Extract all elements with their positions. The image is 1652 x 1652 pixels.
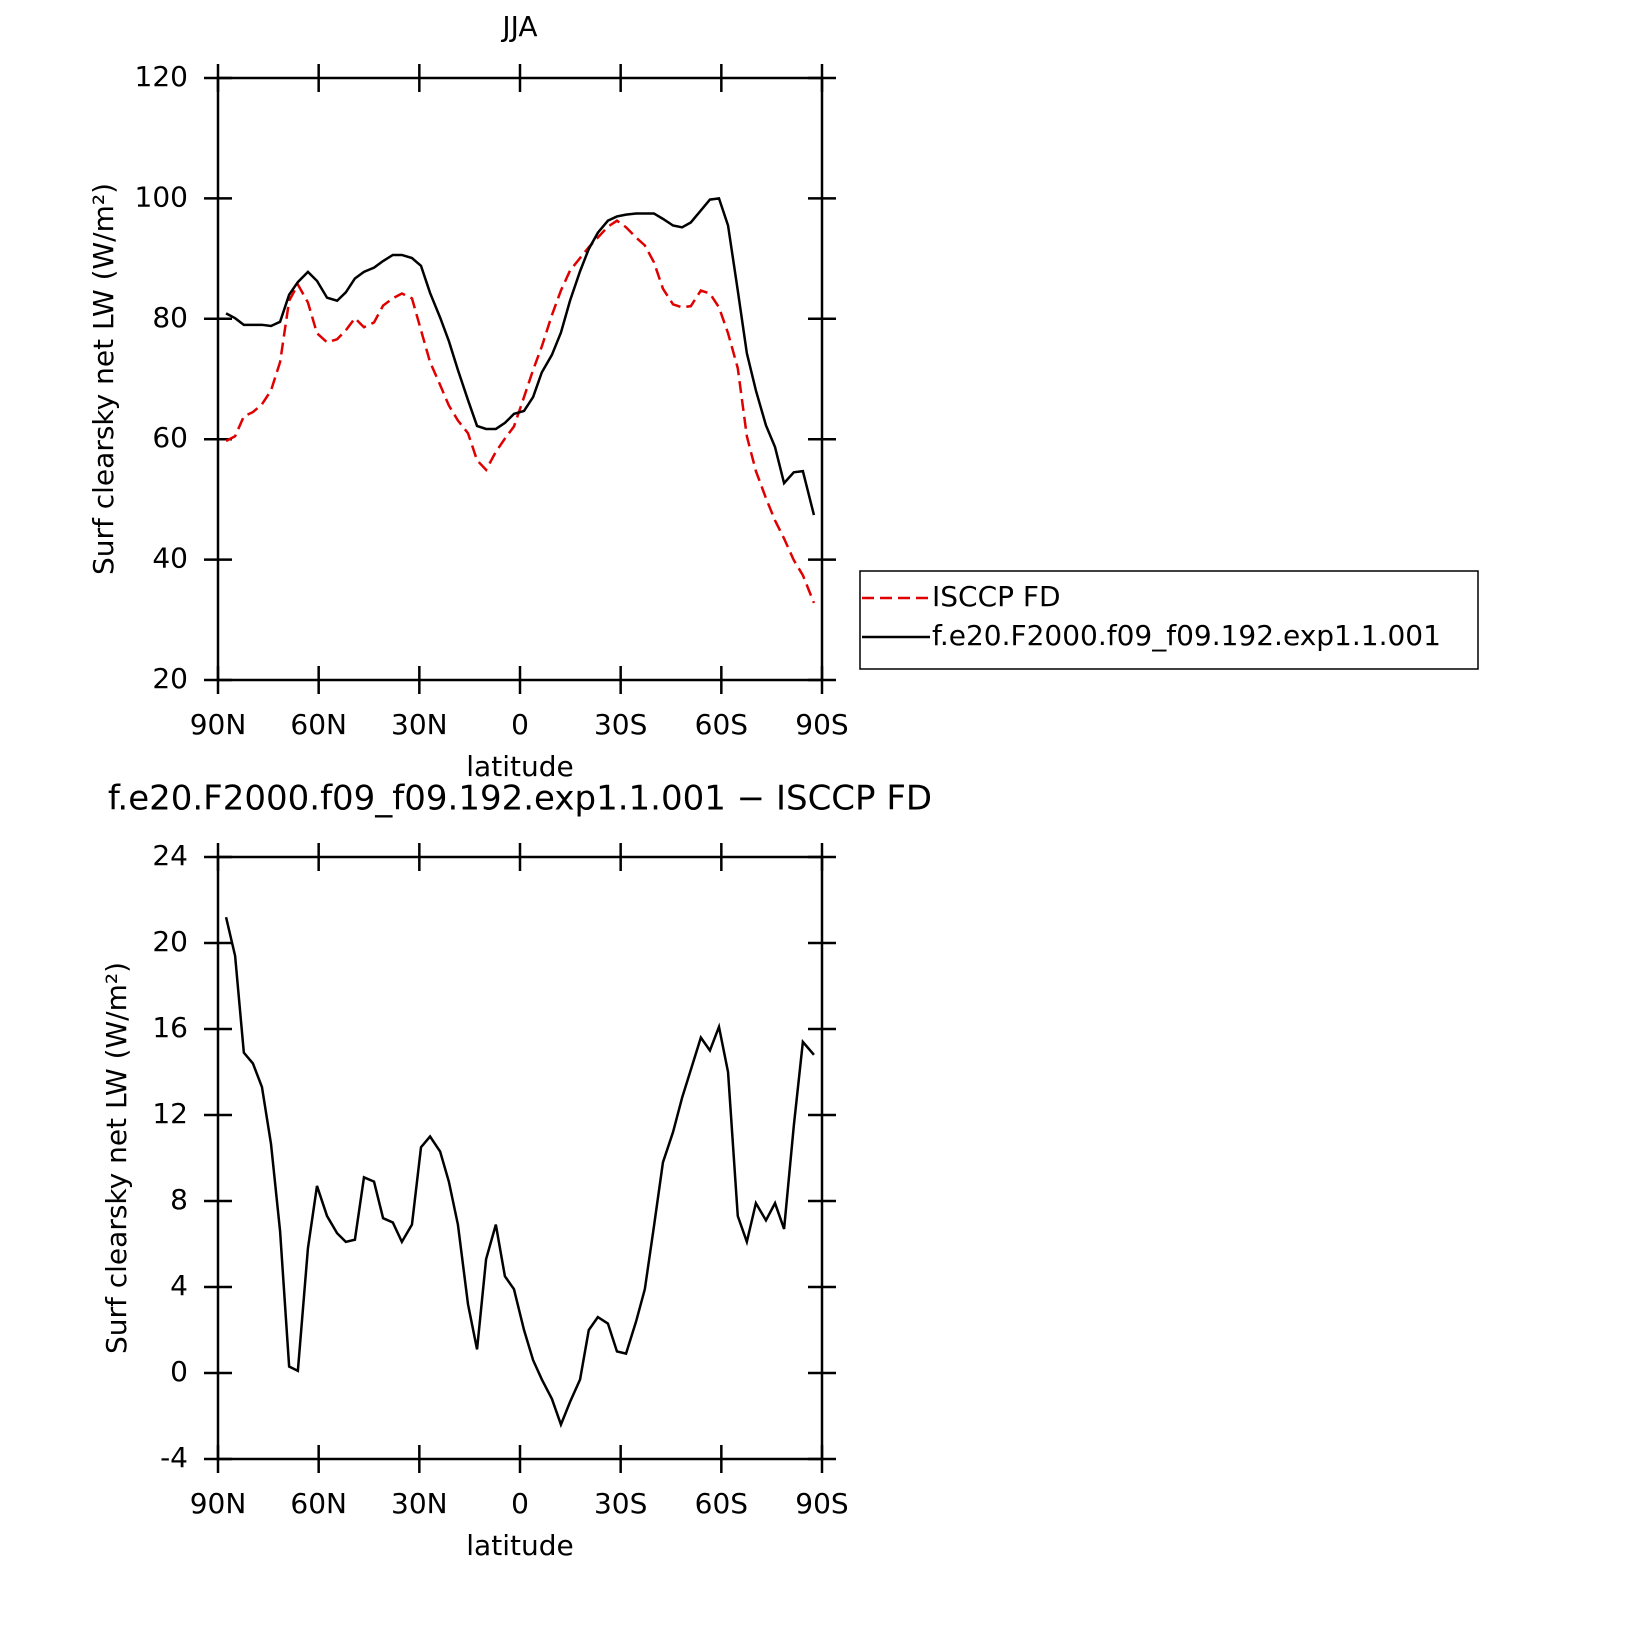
- x-tick-label: 90S: [795, 1487, 848, 1520]
- chart-title: f.e20.F2000.f09_f09.192.exp1.1.001 − ISC…: [108, 779, 932, 819]
- x-tick-label: 90N: [190, 708, 247, 741]
- y-axis-label: Surf clearsky net LW (W/m²): [100, 962, 133, 1354]
- y-tick-label: 24: [152, 839, 188, 872]
- x-tick-label: 0: [511, 708, 529, 741]
- y-tick-label: 12: [152, 1097, 188, 1130]
- x-tick-label: 90N: [190, 1487, 247, 1520]
- y-tick-label: 20: [152, 925, 188, 958]
- plot-frame: [216, 855, 824, 1461]
- y-tick-label: 40: [152, 542, 188, 575]
- x-tick-label: 60S: [695, 1487, 748, 1520]
- legend-label: ISCCP FD: [932, 580, 1061, 613]
- x-tick-label: 30S: [594, 708, 647, 741]
- x-tick-label: 30N: [391, 1487, 448, 1520]
- y-tick-label: 8: [170, 1183, 188, 1216]
- data-line: [224, 916, 815, 1429]
- x-tick-label: 30N: [391, 708, 448, 741]
- x-axis-label: latitude: [466, 1529, 573, 1562]
- y-tick-label: 0: [170, 1355, 188, 1388]
- y-tick-label: 120: [135, 60, 188, 93]
- legend-label: f.e20.F2000.f09_f09.192.exp1.1.001: [932, 619, 1441, 652]
- y-axis-label: Surf clearsky net LW (W/m²): [87, 183, 120, 575]
- y-tick-label: 20: [152, 662, 188, 695]
- x-tick-label: 30S: [594, 1487, 647, 1520]
- legend-box: [859, 570, 1479, 670]
- x-axis-label: latitude: [466, 750, 573, 783]
- x-tick-label: 60S: [695, 708, 748, 741]
- y-tick-label: -4: [160, 1441, 188, 1474]
- legend: ISCCP FD f.e20.F2000.f09_f09.192.exp1.1.0…: [859, 570, 1479, 670]
- x-tick-label: 60N: [290, 1487, 347, 1520]
- x-tick-label: 0: [511, 1487, 529, 1520]
- x-tick-label: 60N: [290, 708, 347, 741]
- plot-frame: [216, 76, 824, 682]
- x-tick-label: 90S: [795, 708, 848, 741]
- y-tick-label: 60: [152, 421, 188, 454]
- chart-title: JJA: [500, 10, 537, 43]
- y-tick-label: 100: [135, 180, 188, 213]
- y-tick-label: 16: [152, 1011, 188, 1044]
- y-tick-label: 4: [170, 1269, 188, 1302]
- y-tick-label: 80: [152, 301, 188, 334]
- data-line: [225, 197, 816, 516]
